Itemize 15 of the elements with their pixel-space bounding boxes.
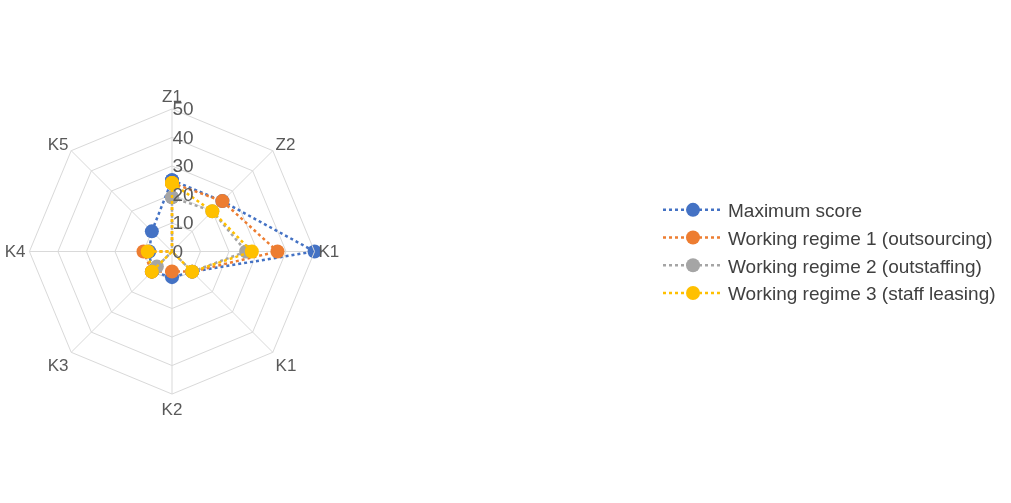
spoke-label: K2 bbox=[161, 399, 183, 419]
legend-label: Maximum score bbox=[728, 200, 863, 222]
legend-label: Working regime 3 (staff leasing) bbox=[728, 283, 996, 305]
spoke-label: Z2 bbox=[275, 134, 296, 154]
y-tick-label: 40 bbox=[172, 126, 194, 148]
legend-label: Working regime 1 (outsourcing) bbox=[728, 227, 993, 249]
legend-label: Working regime 2 (outstaffing) bbox=[728, 255, 982, 277]
y-tick-label: 30 bbox=[172, 155, 194, 177]
spoke-label: K1 bbox=[318, 242, 340, 262]
y-tick-label: 0 bbox=[172, 240, 184, 262]
spoke-label: K1 bbox=[275, 356, 297, 376]
spoke-label: K4 bbox=[4, 242, 26, 262]
spoke-label: K3 bbox=[47, 356, 69, 376]
spoke-label: K5 bbox=[47, 134, 69, 154]
y-tick-label: 10 bbox=[172, 212, 194, 234]
